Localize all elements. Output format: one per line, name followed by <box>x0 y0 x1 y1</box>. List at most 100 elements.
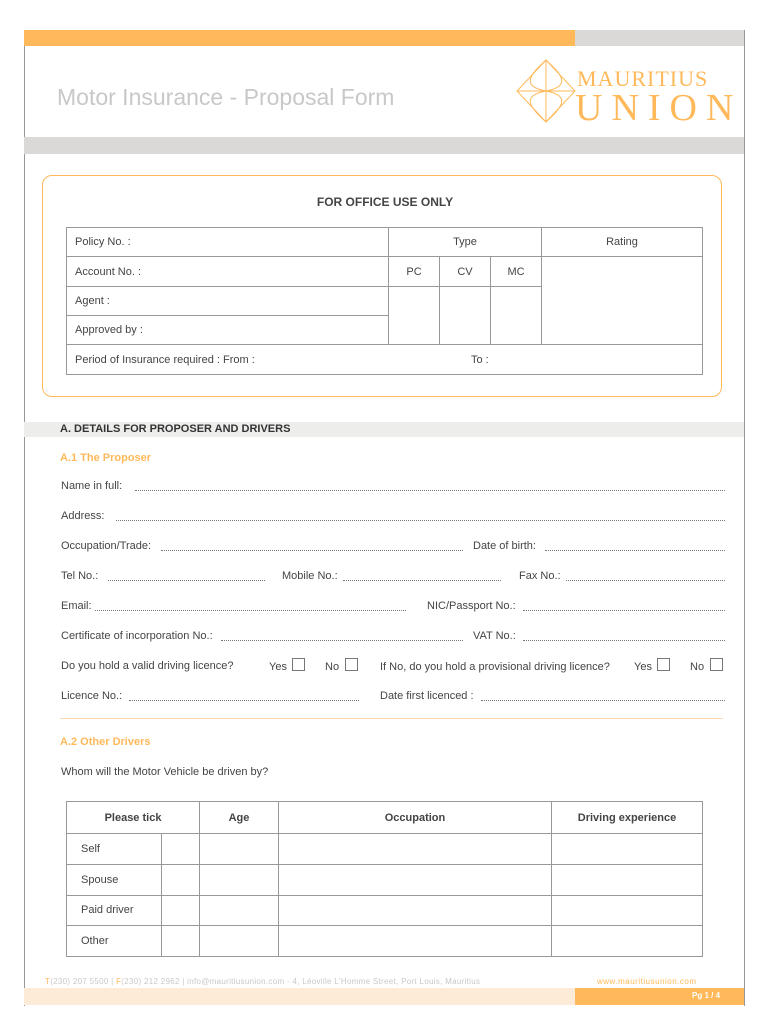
type-mc: MC <box>490 256 542 287</box>
age-cell[interactable] <box>199 894 279 927</box>
rating-field[interactable] <box>541 256 703 345</box>
header-driving-experience: Driving experience <box>551 801 703 834</box>
top-orange-bar <box>24 30 575 46</box>
account-no-field[interactable]: Account No. : <box>66 256 389 287</box>
age-cell[interactable] <box>199 863 279 896</box>
fax-input[interactable] <box>566 580 725 581</box>
occupation-cell[interactable] <box>278 863 552 896</box>
occupation-cell[interactable] <box>278 894 552 927</box>
type-header: Type <box>388 227 542 257</box>
header-grey-band <box>24 137 744 154</box>
mobile-input[interactable] <box>343 580 501 581</box>
cv-check[interactable] <box>439 286 491 345</box>
nic-input[interactable] <box>523 610 725 611</box>
footer-fax: (230) 212 2962 | info@mauritiusunion.com… <box>121 977 481 986</box>
office-use-table: Policy No. : Type Rating Account No. : PC CV… <box>66 227 703 375</box>
tick-cell[interactable] <box>161 894 200 927</box>
tick-cell[interactable] <box>161 833 200 865</box>
vat-input[interactable] <box>523 640 725 641</box>
email-label: Email: <box>61 600 92 612</box>
footer-tel: (230) 207 5500 | <box>50 977 117 986</box>
prov-yes-checkbox[interactable] <box>657 658 670 671</box>
fax-label: Fax No.: <box>519 570 561 582</box>
section-a-title: A. DETAILS FOR PROPOSER AND DRIVERS <box>60 423 291 435</box>
mc-check[interactable] <box>490 286 542 345</box>
section-a-band <box>24 422 744 437</box>
date-first-input[interactable] <box>481 700 725 701</box>
footer-contact: T(230) 207 5500 | F(230) 212 2962 | info… <box>45 977 480 986</box>
footer-orange-bar <box>575 988 744 1005</box>
licence-no-checkbox[interactable] <box>345 658 358 671</box>
address-label: Address: <box>61 510 105 522</box>
experience-cell[interactable] <box>551 894 703 927</box>
email-input[interactable] <box>95 610 406 611</box>
type-pc: PC <box>388 256 440 287</box>
agent-field[interactable]: Agent : <box>66 286 389 316</box>
experience-cell[interactable] <box>551 833 703 865</box>
page-title: Motor Insurance - Proposal Form <box>57 84 395 110</box>
office-use-box <box>42 175 722 397</box>
table-row: Paid driver <box>66 894 703 927</box>
licence-yes-checkbox[interactable] <box>292 658 305 671</box>
occupation-input[interactable] <box>161 550 463 551</box>
table-row: Self <box>66 833 703 865</box>
row-label: Other <box>66 925 162 957</box>
tick-cell[interactable] <box>161 925 200 957</box>
pc-check[interactable] <box>388 286 440 345</box>
footer-t: T <box>45 977 51 986</box>
table-row: Other <box>66 925 703 957</box>
logo-emblem-icon <box>516 59 576 123</box>
rating-header: Rating <box>541 227 703 257</box>
age-cell[interactable] <box>199 925 279 957</box>
approved-by-field[interactable]: Approved by : <box>66 315 389 345</box>
whom-question: Whom will the Motor Vehicle be driven by… <box>61 766 269 778</box>
row-label: Spouse <box>66 863 162 896</box>
cert-input[interactable] <box>221 640 463 641</box>
name-label: Name in full: <box>61 480 123 492</box>
provisional-question: If No, do you hold a provisional driving… <box>380 661 610 673</box>
header-age: Age <box>199 801 279 834</box>
tel-input[interactable] <box>108 580 265 581</box>
footer-f: F <box>116 977 122 986</box>
header-please-tick: Please tick <box>66 801 200 834</box>
top-grey-bar <box>575 30 744 46</box>
period-field[interactable]: Period of Insurance required : From : To … <box>66 344 703 375</box>
drivers-table: Please tick Age Occupation Driving experien… <box>66 801 703 957</box>
licence-no-input[interactable] <box>129 700 359 701</box>
policy-no-field[interactable]: Policy No. : <box>66 227 389 257</box>
page-number: Pg 1 / 4 <box>692 991 721 1000</box>
nic-label: NIC/Passport No.: <box>427 600 516 612</box>
address-input[interactable] <box>116 520 725 521</box>
row-label: Self <box>66 833 162 865</box>
office-use-title: FOR OFFICE USE ONLY <box>316 195 454 209</box>
age-cell[interactable] <box>199 833 279 865</box>
vat-label: VAT No.: <box>473 630 516 642</box>
a2-title: A.2 Other Drivers <box>60 736 151 748</box>
experience-cell[interactable] <box>551 925 703 957</box>
row-label: Paid driver <box>66 894 162 927</box>
prov-no-checkbox[interactable] <box>710 658 723 671</box>
logo-text-mauritius: MAURITIUS <box>577 66 709 91</box>
licence-no-label: No <box>325 661 340 673</box>
logo: MAURITIUS UNION <box>515 58 733 129</box>
type-cv: CV <box>439 256 491 287</box>
name-input[interactable] <box>135 490 725 491</box>
occupation-cell[interactable] <box>278 833 552 865</box>
prov-yes-label: Yes <box>634 661 652 673</box>
dob-input[interactable] <box>545 550 725 551</box>
logo-text-union: UNION <box>575 87 743 129</box>
cert-label: Certificate of incorporation No.: <box>61 630 213 642</box>
occupation-cell[interactable] <box>278 925 552 957</box>
experience-cell[interactable] <box>551 863 703 896</box>
mobile-label: Mobile No.: <box>282 570 338 582</box>
footer-website[interactable]: www.mauritiusunion.com <box>597 977 697 986</box>
dob-label: Date of birth: <box>473 540 536 552</box>
licence-question: Do you hold a valid driving licence? <box>61 660 234 672</box>
footer-light-bar <box>24 988 575 1005</box>
prov-no-label: No <box>690 661 705 673</box>
period-to-label: To : <box>471 353 489 366</box>
period-from-label: Period of Insurance required : From : <box>75 353 255 366</box>
header-occupation: Occupation <box>278 801 552 834</box>
tel-label: Tel No.: <box>61 570 99 582</box>
tick-cell[interactable] <box>161 863 200 896</box>
